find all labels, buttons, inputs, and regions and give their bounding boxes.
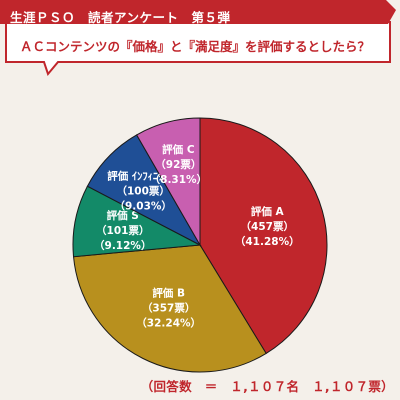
survey-title: 生涯ＰＳＯ 読者アンケート 第５弾 — [10, 10, 231, 25]
header-banner — [0, 0, 396, 77]
slice-votes-label: （100票） — [116, 184, 169, 197]
pie-slice — [135, 117, 201, 247]
slice-votes-label: （101票） — [96, 224, 149, 237]
slice-votes-label: （92票） — [155, 158, 201, 171]
slice-label: 評価 S — [107, 209, 139, 222]
slice-percent-label: （41.28%） — [235, 235, 300, 248]
survey-question: ＡＣコンテンツの『価格』と『満足度』を評価するとしたら？ — [19, 39, 370, 54]
slice-percent-label: （9.03%） — [114, 199, 171, 212]
response-count: （回答数 ＝ １,１０７名 １,１０７票） — [140, 379, 394, 394]
slice-percent-label: （8.31%） — [150, 173, 207, 186]
pie-slice — [199, 117, 328, 355]
slice-votes-label: （357票） — [142, 301, 195, 314]
slice-percent-label: （9.12%） — [94, 239, 151, 252]
slice-label: 評価 C — [162, 143, 195, 156]
slice-percent-label: （32.24%） — [136, 316, 201, 329]
slice-votes-label: （457票） — [241, 220, 294, 233]
slice-label: 評価 B — [152, 286, 185, 299]
pie-slice — [72, 244, 267, 373]
slice-label: 評価 A — [251, 205, 285, 218]
